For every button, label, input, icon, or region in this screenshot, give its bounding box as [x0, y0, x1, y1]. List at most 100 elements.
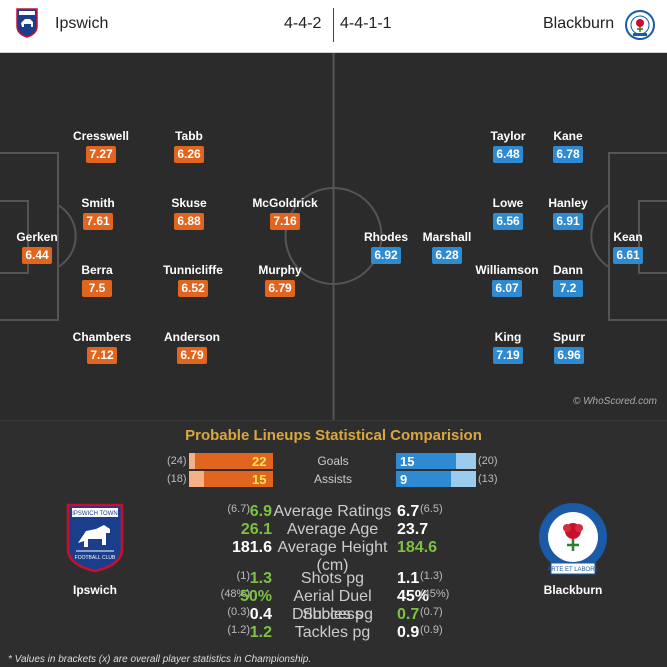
home-player-name[interactable]: Gerken [16, 230, 58, 244]
stat-label: Average Height (cm) [277, 539, 388, 574]
stat-away-value: 0.7 [397, 606, 420, 623]
pitch-lines [0, 53, 667, 420]
crest-text-top: IPSWICH TOWN [72, 511, 117, 517]
stat-home-value: 1.3 [249, 570, 272, 587]
away-player-name[interactable]: Rhodes [363, 230, 408, 244]
away-player-name[interactable]: Kean [613, 230, 643, 244]
home-player-name[interactable]: McGoldrick [252, 196, 318, 210]
stat-away-overall: (0.7) [420, 606, 443, 618]
away-player-name[interactable]: King [494, 330, 522, 344]
away-player-rating: 6.92 [371, 247, 401, 264]
home-player-name[interactable]: Skuse [171, 196, 207, 210]
home-player-rating: 6.44 [22, 247, 52, 264]
away-player-name[interactable]: Marshall [422, 230, 472, 244]
away-player-name[interactable]: Kane [553, 129, 583, 143]
assists-home-value: 15 [252, 472, 267, 487]
formation-divider [333, 8, 334, 42]
stat-home-overall: (6.7) [227, 503, 250, 515]
away-formation: 4-4-1-1 [340, 15, 392, 32]
home-player-name[interactable]: Chambers [72, 330, 132, 344]
home-player-rating: 7.27 [86, 146, 116, 163]
away-player-rating: 6.56 [493, 213, 523, 230]
away-caption: Blackburn [543, 583, 603, 597]
away-player-name[interactable]: Williamson [475, 263, 539, 277]
away-team-name[interactable]: Blackburn [543, 15, 615, 32]
stat-home-overall: (48%) [220, 588, 250, 600]
home-player-name[interactable]: Tunnicliffe [163, 263, 223, 277]
home-player-name[interactable]: Cresswell [72, 129, 130, 143]
stat-away-value: 0.9 [397, 624, 420, 641]
ipswich-big-crest-icon: IPSWICH TOWN FOOTBALL CLUB [66, 503, 124, 578]
pitch: Gerken 6.44 Cresswell 7.27 Smith 7.61 Berra 7.5… [0, 53, 667, 420]
goals-home-overall: (24) [167, 455, 187, 467]
home-player-name[interactable]: Berra [81, 263, 113, 277]
stat-home-overall: (1) [236, 570, 250, 582]
away-player-rating: 6.48 [493, 146, 523, 163]
home-player-rating: 6.52 [178, 280, 208, 297]
stats-title: Probable Lineups Statistical Comparision [185, 427, 482, 444]
blackburn-crest-icon [625, 10, 655, 45]
home-player-rating: 7.5 [82, 280, 112, 297]
away-player-name[interactable]: Hanley [548, 196, 588, 210]
away-player-rating: 6.28 [432, 247, 462, 264]
away-player-rating: 6.07 [492, 280, 522, 297]
away-player-name[interactable]: Lowe [492, 196, 524, 210]
goals-home-bar-fill [195, 453, 273, 469]
away-player-rating: 6.91 [553, 213, 583, 230]
home-player-name[interactable]: Anderson [163, 330, 220, 344]
stat-home-value: 6.9 [249, 503, 272, 520]
home-player-name[interactable]: Murphy [258, 263, 302, 277]
crest-text-bottom: FOOTBALL CLUB [75, 555, 116, 561]
home-team-name[interactable]: Ipswich [55, 15, 109, 32]
stat-label: Shots pg [300, 570, 365, 587]
blackburn-big-crest-icon: ARTE ET LABORE [537, 501, 609, 584]
home-player-rating: 6.26 [174, 146, 204, 163]
stat-away-overall: (1.3) [420, 570, 443, 582]
stat-home-overall: (1.2) [227, 624, 250, 636]
goals-away-bar-fill [396, 453, 456, 469]
away-player-name[interactable]: Dann [553, 263, 583, 277]
stat-label: Average Ratings [273, 503, 392, 520]
stat-away-overall: (0.9) [420, 624, 443, 636]
goals-away-overall: (20) [478, 455, 498, 467]
home-player-rating: 6.79 [265, 280, 295, 297]
stat-label: Dribbles pg [292, 606, 373, 623]
goals-home-value: 22 [252, 454, 267, 469]
home-player-rating: 7.16 [270, 213, 300, 230]
away-player-rating: 6.61 [613, 247, 643, 264]
home-player-rating: 6.79 [177, 347, 207, 364]
stat-home-value: 181.6 [231, 539, 272, 556]
home-player-rating: 7.61 [83, 213, 113, 230]
assists-label: Assists [313, 472, 352, 486]
home-player-rating: 6.88 [174, 213, 204, 230]
stat-label: Aerial Duel Success [293, 588, 372, 623]
assists-away-value: 9 [400, 472, 408, 487]
stat-home-overall: (0.3) [227, 606, 250, 618]
watermark: © WhoScored.com [572, 396, 657, 407]
away-player-rating: 6.96 [554, 347, 584, 364]
home-formation: 4-4-2 [284, 15, 322, 32]
away-player-name[interactable]: Spurr [552, 330, 585, 344]
stats-panel: Probable Lineups Statistical Comparision… [0, 421, 667, 667]
goals-label: Goals [317, 454, 349, 468]
stat-home-value: 50% [239, 588, 272, 605]
crest-motto: ARTE ET LABORE [547, 567, 598, 573]
stat-label: Tackles pg [294, 624, 371, 641]
stat-away-value: 184.6 [397, 539, 438, 556]
assists-away-bar-fill [396, 471, 451, 487]
stat-away-value: 6.7 [397, 503, 420, 520]
match-header: Ipswich 4-4-2 4-4-1-1 Blackburn [0, 0, 667, 53]
away-player-name[interactable]: Taylor [490, 129, 526, 143]
goals-away-value: 15 [400, 454, 415, 469]
footnote: * Values in brackets (x) are overall pla… [8, 654, 312, 665]
away-player-rating: 7.19 [493, 347, 523, 364]
assists-away-overall: (13) [478, 473, 498, 485]
stat-away-overall: (45%) [420, 588, 450, 600]
home-player-name[interactable]: Tabb [175, 129, 203, 143]
home-player-name[interactable]: Smith [81, 196, 115, 210]
away-player-rating: 6.78 [553, 146, 583, 163]
home-caption: Ipswich [72, 583, 117, 597]
stat-home-value: 0.4 [249, 606, 272, 623]
stat-label: Average Age [286, 521, 379, 538]
stat-away-value: 23.7 [397, 521, 429, 538]
